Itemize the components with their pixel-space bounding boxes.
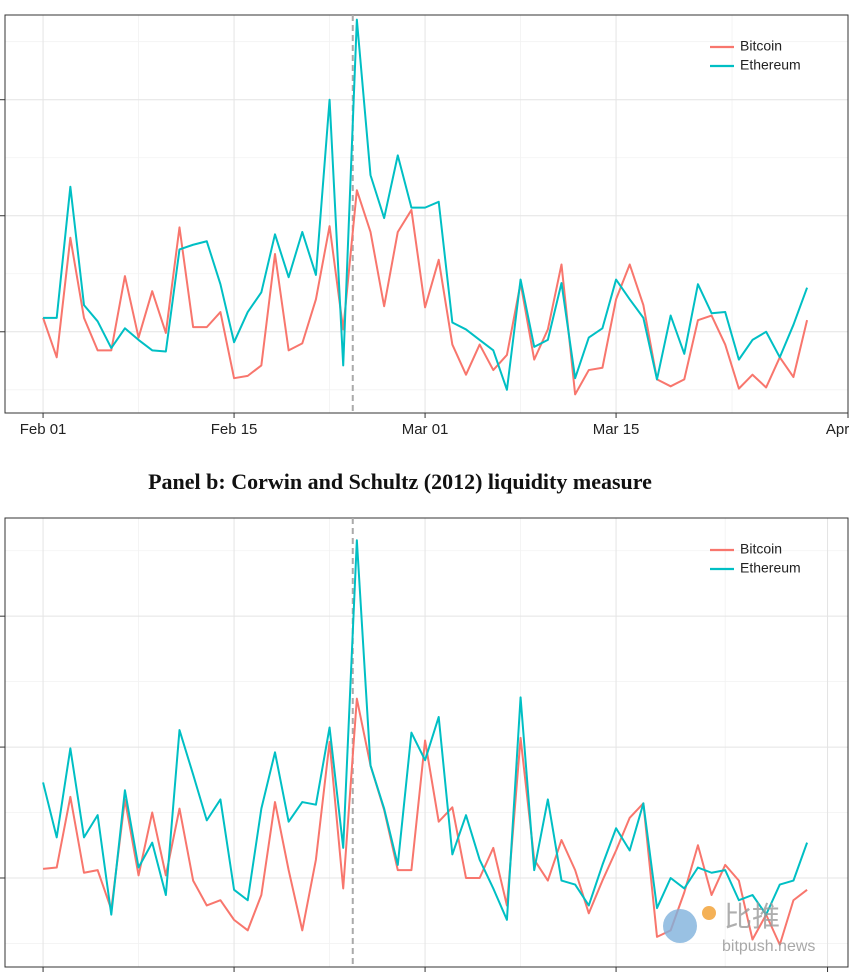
series-line — [42, 697, 808, 946]
watermark-site: bitpush.news — [722, 938, 815, 955]
panel-title: Panel b: Corwin and Schultz (2012) liqui… — [148, 469, 652, 494]
series-line — [43, 18, 809, 391]
watermark-brand: 比推 — [724, 900, 780, 933]
x-tick-label: Feb 15 — [211, 421, 258, 438]
series-line — [42, 189, 809, 396]
plot-background — [5, 15, 848, 413]
legend-label: Bitcoin — [740, 38, 782, 54]
watermark: 比推 bitpush.news — [663, 900, 815, 955]
x-tick-label: Apr 01 — [826, 421, 850, 438]
legend-label: Ethereum — [740, 57, 801, 73]
x-tick-label: Mar 01 — [402, 421, 449, 438]
watermark-coin — [702, 906, 716, 920]
watermark-icon — [663, 909, 697, 943]
x-tick-label: Feb 01 — [20, 421, 67, 438]
plot-frame — [4, 517, 849, 968]
legend-label: Ethereum — [740, 560, 801, 576]
series-line — [42, 539, 809, 921]
legend-label: Bitcoin — [740, 541, 782, 557]
plot-background — [5, 518, 848, 967]
plot-frame — [4, 14, 849, 414]
x-tick-label: Mar 15 — [593, 421, 640, 438]
